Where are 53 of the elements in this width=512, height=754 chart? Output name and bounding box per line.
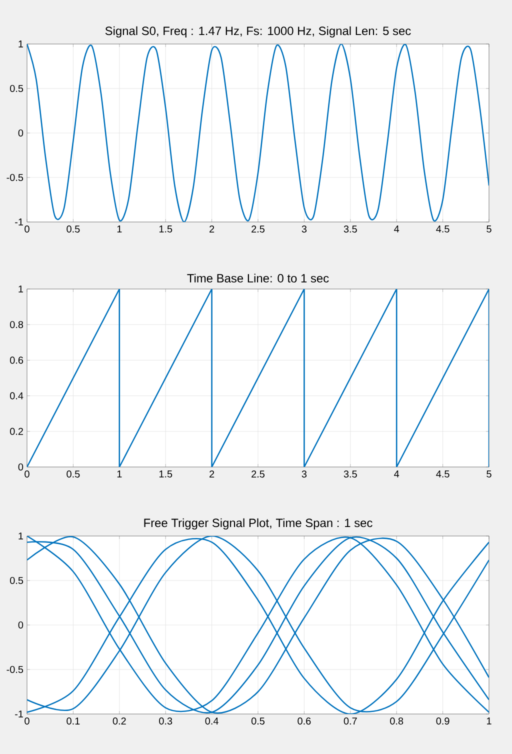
- line-series: [27, 44, 490, 222]
- x-tick-label: 0.4: [205, 718, 218, 725]
- x-tick-label: 3: [302, 470, 307, 478]
- x-tick-label: 1.5: [159, 226, 172, 232]
- y-tick-label: 0.5: [10, 84, 24, 92]
- y-tick-label: 0: [18, 621, 24, 629]
- x-tick-label: 4.5: [436, 470, 450, 478]
- x-tick-label: 2: [210, 470, 214, 478]
- y-tick-label: -0.5: [6, 666, 24, 674]
- y-tick-label: -1: [15, 218, 23, 226]
- x-tick-label: 0.7: [344, 718, 357, 725]
- x-tick-label: 2.5: [252, 226, 265, 233]
- x-tick-label: 3.5: [344, 470, 357, 478]
- x-tick-label: 1: [117, 226, 122, 232]
- chart-title: Time Base Line: 0 to 1 sec: [187, 274, 329, 282]
- x-tick-label: 3.5: [344, 226, 357, 233]
- x-tick-label: 2: [210, 226, 214, 232]
- y-tick-label: 0.5: [10, 576, 24, 584]
- y-tick-label: 1: [18, 40, 23, 48]
- x-tick-label: 1: [487, 718, 492, 724]
- y-tick-label: 0.8: [10, 321, 24, 328]
- x-tick-label: 0: [24, 470, 30, 478]
- x-tick-label: 0.9: [436, 718, 450, 725]
- y-tick-label: 0.6: [10, 356, 24, 364]
- x-tick-label: 2.5: [252, 470, 265, 478]
- x-tick-label: 0.5: [66, 470, 80, 478]
- x-tick-label: 0.8: [390, 718, 404, 725]
- x-tick-label: 4: [394, 470, 400, 478]
- x-tick-label: 5: [486, 470, 492, 478]
- x-tick-label: 0.5: [251, 718, 265, 725]
- y-tick-label: 0: [18, 463, 24, 471]
- y-tick-label: 0.2: [10, 428, 23, 435]
- chart-title: Free Trigger Signal Plot, Time Span : 1 sec: [144, 518, 372, 530]
- x-tick-label: 1.5: [159, 470, 172, 478]
- x-tick-label: 3: [302, 226, 307, 233]
- x-tick-label: 0: [24, 718, 30, 725]
- x-tick-label: 1: [117, 470, 122, 478]
- x-tick-label: 5: [486, 226, 492, 232]
- x-tick-label: 0.2: [112, 718, 126, 725]
- x-tick-label: 0.1: [66, 718, 80, 725]
- y-tick-label: -1: [15, 710, 23, 718]
- chart-title: Signal S0, Freq : 1.47 Hz, Fs: 1000 Hz, Signal Len: 5 sec: [105, 26, 411, 38]
- x-tick-label: 4.5: [436, 226, 450, 232]
- x-tick-label: 0.5: [66, 226, 80, 233]
- x-tick-label: 4: [394, 226, 400, 232]
- x-tick-label: 0.3: [159, 718, 172, 725]
- y-tick-label: 1: [18, 532, 23, 540]
- y-tick-label: 0: [18, 129, 24, 137]
- y-tick-label: 0.4: [10, 392, 24, 400]
- x-tick-label: 0.6: [298, 718, 311, 725]
- x-tick-label: 0: [24, 226, 30, 233]
- y-tick-label: -0.5: [6, 174, 24, 182]
- y-tick-label: 1: [18, 286, 23, 292]
